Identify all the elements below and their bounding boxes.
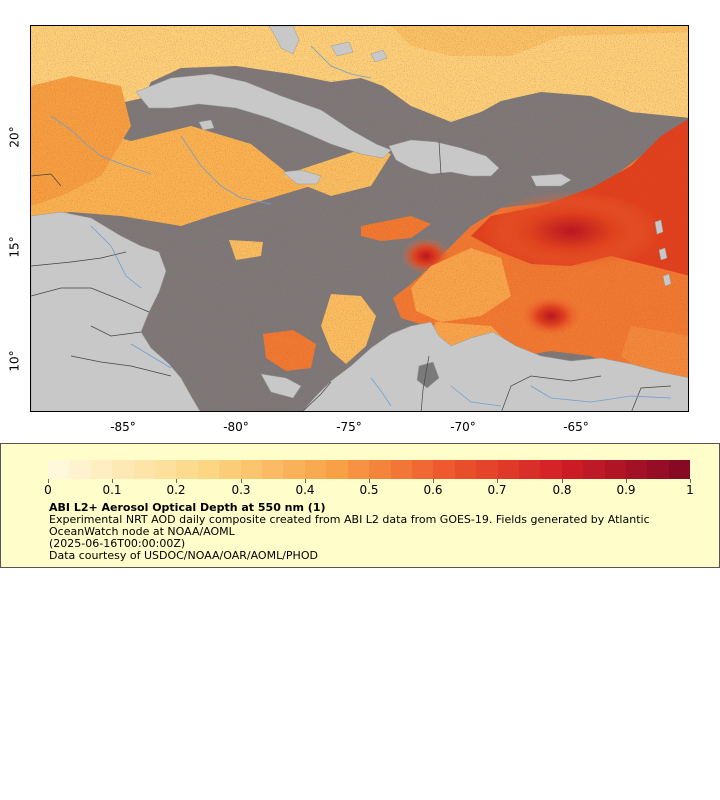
- colorbar: [48, 460, 691, 479]
- lon-label-85w: -85°: [110, 420, 136, 434]
- colorbar-step: [583, 460, 605, 479]
- colorbar-step: [69, 460, 91, 479]
- colorbar-label: 0: [44, 483, 52, 497]
- colorbar-step: [411, 460, 434, 479]
- rivers: [50, 45, 672, 407]
- colorbar-step: [197, 460, 220, 479]
- colorbar-tick: [369, 479, 370, 483]
- colorbar-step: [304, 460, 327, 479]
- colorbar-tick: [433, 479, 435, 483]
- colorbar-label: 0.9: [616, 483, 636, 497]
- colorbar-step: [240, 460, 263, 479]
- colorbar-tick: [304, 479, 306, 483]
- colorbar-tick: [176, 479, 178, 483]
- lat-label-15n: 15°: [7, 236, 22, 258]
- colorbar-tick: [561, 479, 563, 483]
- aod-map: [30, 25, 689, 412]
- colorbar-step: [561, 460, 584, 479]
- lon-label-65w: -65°: [563, 420, 589, 434]
- colorbar-tick: [497, 479, 499, 483]
- colorbar-step: [390, 460, 412, 479]
- colorbar-step: [518, 460, 541, 479]
- colorbar-label: 0.2: [166, 483, 186, 497]
- colorbar-label: 0.4: [295, 483, 315, 497]
- colorbar-step: [668, 460, 691, 479]
- legend-time: (2025-06-16T00:00:00Z): [49, 537, 186, 550]
- colorbar-label: 0.8: [552, 483, 572, 497]
- colorbar-step: [347, 460, 370, 479]
- colorbar-step: [112, 460, 134, 479]
- colorbar-tick: [112, 479, 114, 483]
- colorbar-step: [433, 460, 455, 479]
- colorbar-label: 1: [686, 483, 694, 497]
- colorbar-step: [476, 460, 498, 479]
- legend-credit: Data courtesy of USDOC/NOAA/OAR/AOML/PHO…: [49, 549, 318, 562]
- legend-text: ABI L2+ Aerosol Optical Depth at 550 nm …: [49, 502, 679, 562]
- colorbar-step: [326, 460, 348, 479]
- colorbar-step: [540, 460, 562, 479]
- colorbar-tick: [48, 479, 49, 483]
- land: [31, 26, 688, 411]
- lon-label-80w: -80°: [223, 420, 249, 434]
- legend-panel: 0 0.1 0.2 0.3 0.4 0.5 0.6 0.7 0.8 0.9 1 …: [0, 443, 720, 568]
- colorbar-step: [219, 460, 241, 479]
- colorbar-label: 0.1: [102, 483, 122, 497]
- colorbar-step: [283, 460, 305, 479]
- colorbar-step: [262, 460, 284, 479]
- colorbar-step: [48, 460, 70, 479]
- colorbar-step: [497, 460, 519, 479]
- colorbar-step: [176, 460, 198, 479]
- colorbar-step: [604, 460, 626, 479]
- colorbar-step: [454, 460, 477, 479]
- country-borders: [31, 141, 672, 411]
- colorbar-step: [90, 460, 113, 479]
- colorbar-step: [155, 460, 177, 479]
- lat-label-20n: 20°: [7, 126, 22, 148]
- colorbar-tick: [690, 479, 691, 483]
- colorbar-step: [133, 460, 156, 479]
- lon-label-70w: -70°: [450, 420, 476, 434]
- colorbar-step: [369, 460, 391, 479]
- colorbar-label: 0.7: [487, 483, 507, 497]
- colorbar-label: 0.5: [359, 483, 379, 497]
- legend-description: Experimental NRT AOD daily composite cre…: [49, 513, 650, 538]
- colorbar-tick: [240, 479, 242, 483]
- legend-title: ABI L2+ Aerosol Optical Depth at 550 nm …: [49, 501, 326, 514]
- colorbar-label: 0.6: [423, 483, 443, 497]
- lon-label-75w: -75°: [336, 420, 362, 434]
- colorbar-label: 0.3: [231, 483, 251, 497]
- colorbar-tick: [625, 479, 627, 483]
- colorbar-step: [625, 460, 648, 479]
- lat-label-10n: 10°: [7, 350, 22, 372]
- colorbar-step: [647, 460, 669, 479]
- map-canvas: [31, 26, 688, 411]
